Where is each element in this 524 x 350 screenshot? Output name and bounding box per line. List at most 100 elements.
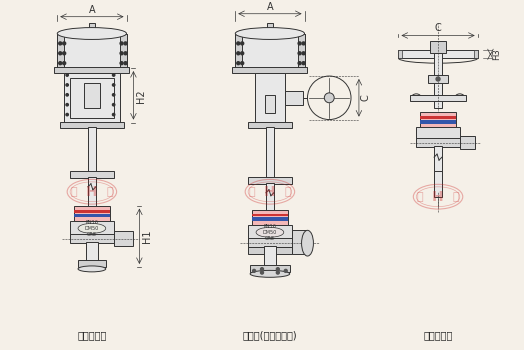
Circle shape [237, 52, 240, 55]
FancyBboxPatch shape [298, 34, 304, 68]
Circle shape [298, 52, 301, 55]
Text: 沪: 沪 [285, 187, 291, 197]
FancyBboxPatch shape [248, 177, 292, 184]
Text: H1: H1 [143, 230, 152, 243]
Text: 法蘭式(帶側裝手輪): 法蘭式(帶側裝手輪) [243, 330, 297, 340]
FancyBboxPatch shape [64, 73, 119, 122]
Circle shape [113, 94, 115, 96]
Circle shape [120, 52, 123, 55]
FancyBboxPatch shape [434, 171, 442, 197]
Circle shape [253, 270, 256, 272]
FancyBboxPatch shape [235, 34, 242, 68]
FancyBboxPatch shape [285, 91, 302, 105]
FancyBboxPatch shape [88, 177, 96, 206]
FancyBboxPatch shape [398, 50, 477, 58]
FancyBboxPatch shape [57, 34, 126, 68]
Circle shape [66, 113, 68, 116]
Ellipse shape [235, 28, 304, 40]
FancyBboxPatch shape [114, 231, 134, 246]
FancyBboxPatch shape [398, 50, 402, 58]
Circle shape [241, 62, 244, 65]
Text: H2: H2 [136, 89, 146, 103]
Text: C: C [435, 22, 441, 33]
FancyBboxPatch shape [119, 34, 126, 68]
FancyBboxPatch shape [265, 95, 275, 113]
Circle shape [276, 268, 279, 271]
Text: 川: 川 [249, 187, 255, 197]
Circle shape [59, 52, 62, 55]
Circle shape [59, 42, 62, 45]
Text: A: A [267, 2, 273, 12]
Circle shape [66, 84, 68, 86]
Circle shape [324, 93, 334, 103]
Circle shape [260, 268, 264, 271]
FancyBboxPatch shape [252, 217, 288, 222]
Ellipse shape [57, 28, 126, 40]
Ellipse shape [250, 271, 290, 277]
FancyBboxPatch shape [266, 183, 274, 211]
FancyBboxPatch shape [74, 205, 110, 222]
FancyBboxPatch shape [248, 238, 292, 247]
Circle shape [66, 74, 68, 76]
FancyBboxPatch shape [57, 34, 64, 68]
FancyBboxPatch shape [54, 67, 129, 73]
FancyBboxPatch shape [70, 222, 114, 235]
Circle shape [276, 271, 279, 274]
Circle shape [113, 104, 115, 106]
Text: C: C [361, 94, 371, 101]
FancyBboxPatch shape [89, 23, 95, 28]
FancyBboxPatch shape [74, 210, 110, 212]
Circle shape [124, 42, 127, 45]
FancyBboxPatch shape [60, 121, 124, 128]
FancyBboxPatch shape [252, 210, 288, 225]
FancyBboxPatch shape [428, 75, 448, 83]
Ellipse shape [78, 266, 106, 272]
FancyBboxPatch shape [255, 73, 285, 122]
Circle shape [302, 62, 305, 65]
Circle shape [124, 52, 127, 55]
Circle shape [113, 74, 115, 76]
FancyBboxPatch shape [86, 242, 98, 261]
Circle shape [66, 104, 68, 106]
Circle shape [120, 62, 123, 65]
FancyBboxPatch shape [248, 247, 292, 254]
FancyBboxPatch shape [416, 138, 460, 147]
Text: 川: 川 [71, 187, 78, 197]
FancyBboxPatch shape [430, 41, 446, 53]
FancyBboxPatch shape [84, 83, 100, 108]
FancyBboxPatch shape [248, 225, 292, 239]
Circle shape [63, 42, 66, 45]
Text: H: H [86, 185, 97, 199]
FancyBboxPatch shape [266, 127, 274, 178]
Circle shape [260, 271, 264, 274]
Ellipse shape [256, 228, 284, 237]
Circle shape [124, 62, 127, 65]
Circle shape [113, 84, 115, 86]
Ellipse shape [301, 230, 313, 256]
Text: H: H [264, 185, 276, 199]
Circle shape [113, 113, 115, 116]
Circle shape [59, 62, 62, 65]
Text: 沪: 沪 [453, 192, 459, 202]
FancyBboxPatch shape [292, 230, 305, 254]
Circle shape [302, 42, 305, 45]
FancyBboxPatch shape [232, 67, 308, 73]
FancyBboxPatch shape [434, 146, 442, 172]
Circle shape [241, 52, 244, 55]
FancyBboxPatch shape [88, 127, 96, 172]
FancyBboxPatch shape [474, 50, 477, 58]
FancyBboxPatch shape [416, 127, 460, 139]
Circle shape [436, 77, 440, 81]
Text: PN16
DM50
CR8: PN16 DM50 CR8 [85, 220, 99, 237]
Text: H3: H3 [493, 48, 501, 60]
Circle shape [66, 94, 68, 96]
Circle shape [298, 62, 301, 65]
FancyBboxPatch shape [420, 120, 456, 124]
FancyBboxPatch shape [252, 214, 288, 217]
FancyBboxPatch shape [420, 116, 456, 119]
Circle shape [302, 52, 305, 55]
FancyBboxPatch shape [420, 112, 456, 127]
FancyBboxPatch shape [434, 53, 442, 108]
Text: 沪: 沪 [106, 187, 113, 197]
Circle shape [120, 42, 123, 45]
